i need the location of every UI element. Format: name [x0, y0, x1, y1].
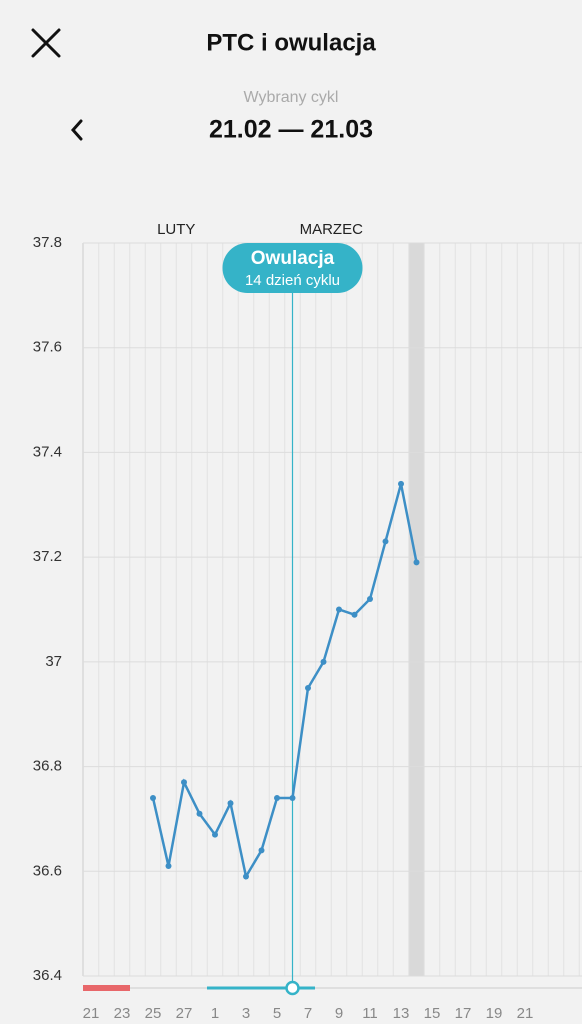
cycle-range: 21.02 — 21.03: [209, 116, 373, 144]
temperature-line: [151, 483, 418, 880]
x-tick-label: 21: [83, 1005, 100, 1022]
month-label: MARZEC: [300, 221, 364, 238]
x-tick-label: 21: [517, 1005, 534, 1022]
temperature-point: [274, 794, 280, 801]
temperature-point: [367, 596, 373, 603]
temperature-point: [398, 480, 404, 487]
y-tick-label: 36.8: [33, 758, 62, 775]
ovulation-title: Owulacja: [251, 248, 335, 269]
temperature-point: [212, 831, 218, 838]
x-tick-label: 13: [393, 1005, 410, 1022]
back-button[interactable]: [70, 119, 83, 141]
temperature-point: [289, 794, 296, 801]
ovulation-marker: [285, 980, 300, 996]
x-tick-label: 15: [424, 1005, 441, 1022]
temperature-point: [336, 606, 342, 613]
temperature-point: [227, 800, 234, 807]
y-tick-label: 37.2: [33, 548, 62, 565]
ovulation-badge: [222, 243, 363, 293]
subtitle: Wybrany cykl: [244, 89, 339, 106]
temperature-point: [351, 611, 358, 618]
temperature-point: [413, 559, 420, 566]
temperature-point: [150, 794, 156, 801]
x-tick-label: 3: [242, 1005, 250, 1022]
today-band: [408, 243, 425, 976]
temperature-point: [181, 779, 187, 786]
x-tick-label: 27: [176, 1005, 193, 1022]
x-tick-label: 11: [362, 1005, 378, 1022]
x-tick-label: 9: [335, 1005, 343, 1022]
temperature-point: [165, 863, 172, 870]
close-button[interactable]: [31, 28, 61, 58]
x-tick-label: 1: [211, 1005, 219, 1022]
temperature-point: [196, 810, 203, 817]
ovulation-label: 14 dzień cyklu: [245, 272, 340, 289]
y-tick-label: 36.6: [33, 862, 62, 879]
x-tick-label: 7: [304, 1005, 312, 1022]
temperature-point: [243, 873, 249, 880]
temperature-point: [305, 685, 311, 692]
x-tick-label: 5: [273, 1005, 281, 1022]
temperature-point: [320, 658, 327, 665]
title: PTC i owulacja: [206, 29, 376, 56]
y-tick-label: 36.4: [33, 967, 62, 984]
month-label: LUTY: [157, 221, 195, 238]
y-tick-label: 37.4: [33, 443, 62, 460]
x-tick-label: 23: [114, 1005, 131, 1022]
y-tick-label: 37.6: [33, 339, 62, 356]
x-tick-label: 25: [145, 1005, 162, 1022]
temperature-point: [258, 847, 265, 854]
y-tick-label: 37: [45, 653, 62, 670]
x-tick-label: 19: [486, 1005, 503, 1022]
temperature-point: [382, 538, 389, 545]
y-tick-label: 37.8: [33, 234, 62, 251]
period-bar: [83, 985, 130, 991]
x-tick-label: 17: [455, 1005, 472, 1022]
close-icon[interactable]: [31, 28, 61, 58]
